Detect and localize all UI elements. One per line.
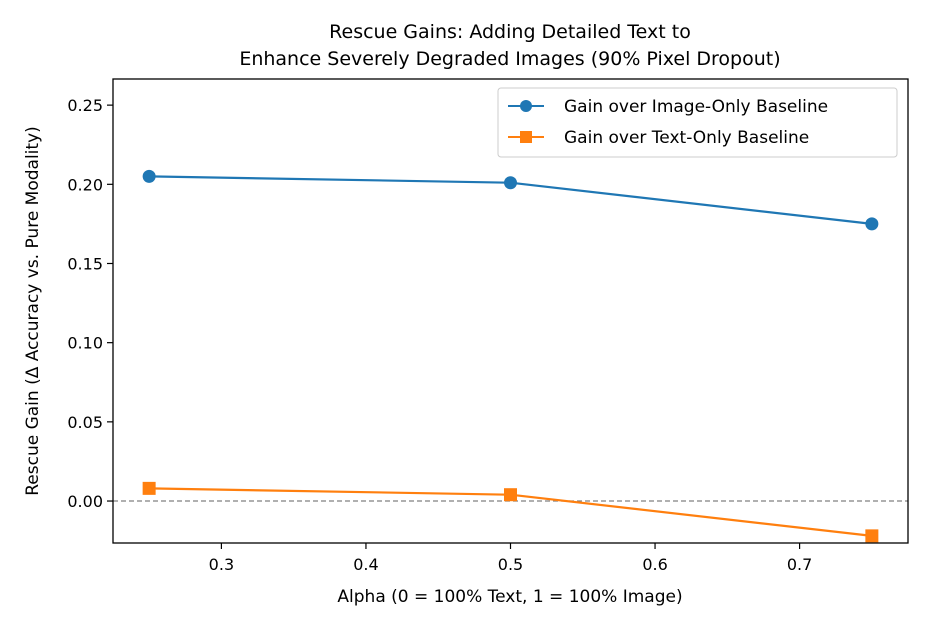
y-axis-label: Rescue Gain (Δ Accuracy vs. Pure Modalit… [23, 126, 43, 496]
y-tick-label: 0.25 [67, 96, 103, 115]
data-point-series-1-0 [142, 481, 156, 495]
y-tick-label: 0.15 [67, 254, 103, 273]
x-tick-label: 0.3 [209, 555, 234, 574]
x-tick-label: 0.6 [642, 555, 667, 574]
legend-box [497, 87, 898, 158]
y-tick-label: 0.00 [67, 492, 103, 511]
x-tick-label: 0.7 [787, 555, 812, 574]
chart-title-line-1: Rescue Gains: Adding Detailed Text to [329, 21, 691, 43]
y-tick-label: 0.10 [67, 334, 103, 353]
data-point-series-0-2 [865, 217, 879, 231]
x-tick-label: 0.5 [498, 555, 523, 574]
legend-label-text-only: Gain over Text-Only Baseline [564, 128, 809, 148]
y-tick-label: 0.20 [67, 175, 103, 194]
chart-title-line-2: Enhance Severely Degraded Images (90% Pi… [239, 48, 780, 70]
legend: Gain over Image-Only Baseline Gain over … [497, 87, 898, 158]
data-point-series-0-0 [142, 169, 156, 183]
y-tick-label: 0.05 [67, 413, 103, 432]
legend-marker-image-only [520, 100, 532, 112]
plot-area: 0.3 0.4 0.5 0.6 0.7 0.00 0.05 0.10 0.15 0.20 0.25 [67, 78, 909, 574]
data-point-series-0-1 [504, 176, 517, 190]
x-tick-label: 0.4 [353, 555, 378, 574]
legend-label-image-only: Gain over Image-Only Baseline [564, 97, 828, 117]
data-point-series-1-1 [504, 488, 517, 502]
x-axis-label: Alpha (0 = 100% Text, 1 = 100% Image) [337, 587, 682, 607]
legend-marker-text-only [520, 131, 532, 143]
data-point-series-1-2 [865, 529, 879, 543]
